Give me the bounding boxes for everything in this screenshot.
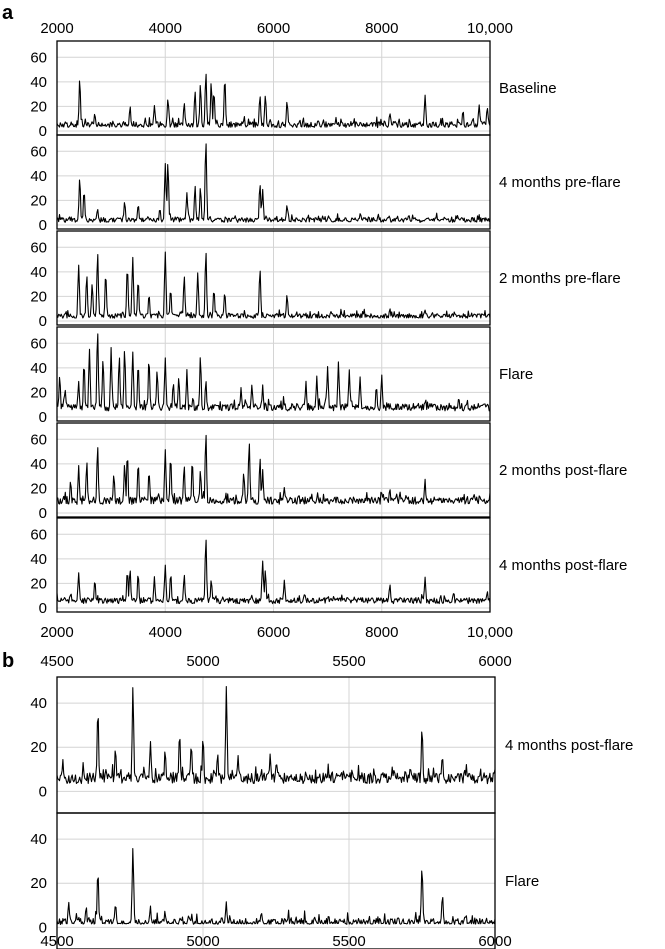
x-tick-label-top: 6000 <box>478 653 511 670</box>
y-tick-label: 20 <box>30 98 47 115</box>
panels-layer: 2000200040004000600060008000800010,00010… <box>30 20 633 949</box>
y-tick-label: 0 <box>39 783 47 800</box>
x-tick-label-bottom: 10,000 <box>467 624 513 641</box>
y-tick-label: 60 <box>30 431 47 448</box>
x-tick-label-top: 5500 <box>332 653 365 670</box>
y-tick-label: 20 <box>30 384 47 401</box>
series-label: 2 months post-flare <box>499 462 627 479</box>
y-tick-label: 20 <box>30 875 47 892</box>
panel-b-letter: b <box>2 650 14 672</box>
x-tick-label-top: 4500 <box>40 653 73 670</box>
y-tick-label: 40 <box>30 74 47 91</box>
y-tick-label: 20 <box>30 288 47 305</box>
y-tick-label: 0 <box>39 123 47 140</box>
y-tick-label: 0 <box>39 919 47 936</box>
y-tick-label: 0 <box>39 313 47 330</box>
y-tick-label: 40 <box>30 831 47 848</box>
x-tick-label-top: 8000 <box>365 20 398 37</box>
y-tick-label: 60 <box>30 49 47 66</box>
plot-frame <box>56 812 496 949</box>
series-trace-4-months-post-flare <box>56 539 491 605</box>
y-tick-label: 0 <box>39 505 47 522</box>
series-trace-2-months-post-flare <box>56 434 491 505</box>
series-label: 4 months pre-flare <box>499 174 621 191</box>
y-tick-label: 0 <box>39 409 47 426</box>
y-tick-label: 0 <box>39 217 47 234</box>
series-trace-flare <box>56 333 491 412</box>
panel-a-letter: a <box>2 2 14 24</box>
x-tick-label-bottom: 8000 <box>365 624 398 641</box>
series-label: Baseline <box>499 80 557 97</box>
y-tick-label: 0 <box>39 600 47 617</box>
x-tick-label-bottom: 4000 <box>149 624 182 641</box>
plot-frame <box>56 230 491 326</box>
plot-frame <box>56 517 491 613</box>
series-trace-2-months-pre-flare <box>56 251 491 319</box>
plot-frame <box>56 676 496 814</box>
y-tick-label: 40 <box>30 168 47 185</box>
y-tick-label: 20 <box>30 192 47 209</box>
series-trace-4-months-post-flare <box>56 686 496 785</box>
x-tick-label-top: 6000 <box>257 20 290 37</box>
y-tick-label: 20 <box>30 739 47 756</box>
y-tick-label: 40 <box>30 456 47 473</box>
plot-frame <box>56 422 491 518</box>
y-tick-label: 20 <box>30 480 47 497</box>
series-trace-baseline <box>56 73 491 129</box>
series-label: Flare <box>505 873 539 890</box>
series-label: 4 months post-flare <box>499 557 627 574</box>
series-label: 4 months post-flare <box>505 737 633 754</box>
y-tick-label: 40 <box>30 551 47 568</box>
y-tick-label: 20 <box>30 575 47 592</box>
series-label: Flare <box>499 366 533 383</box>
x-tick-label-top: 4000 <box>149 20 182 37</box>
x-tick-label-bottom: 2000 <box>40 624 73 641</box>
x-tick-label-top: 5000 <box>186 653 219 670</box>
x-tick-label-bottom: 6000 <box>257 624 290 641</box>
y-tick-label: 60 <box>30 143 47 160</box>
y-tick-label: 60 <box>30 526 47 543</box>
plot-frame <box>56 326 491 422</box>
y-tick-label: 40 <box>30 264 47 281</box>
x-tick-label-top: 10,000 <box>467 20 513 37</box>
y-tick-label: 40 <box>30 360 47 377</box>
plot-frame <box>56 134 491 230</box>
y-tick-label: 40 <box>30 695 47 712</box>
y-tick-label: 60 <box>30 239 47 256</box>
series-trace-4-months-pre-flare <box>56 143 491 223</box>
series-label: 2 months pre-flare <box>499 270 621 287</box>
x-tick-label-top: 2000 <box>40 20 73 37</box>
y-tick-label: 60 <box>30 335 47 352</box>
series-trace-flare <box>56 848 496 926</box>
